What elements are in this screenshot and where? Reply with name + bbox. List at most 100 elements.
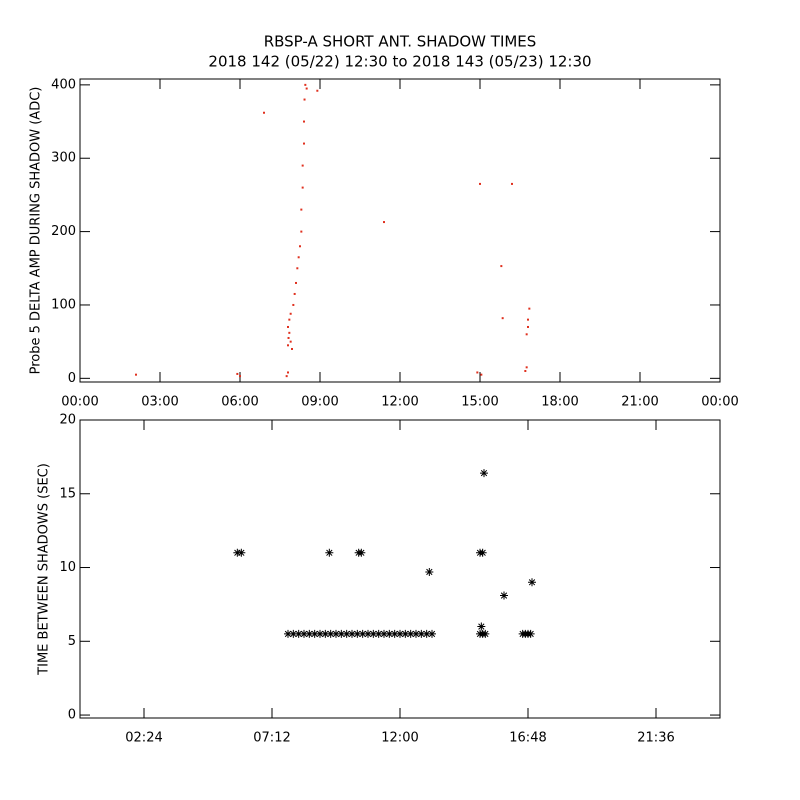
point xyxy=(236,372,239,375)
point xyxy=(289,629,298,638)
point xyxy=(321,629,330,638)
point xyxy=(300,208,303,211)
point xyxy=(135,373,137,376)
x-tick-label: 07:12 xyxy=(253,731,290,746)
point xyxy=(316,89,319,92)
point xyxy=(287,325,289,328)
x-tick-label: 12:00 xyxy=(381,395,418,410)
point xyxy=(422,629,431,638)
point xyxy=(364,629,372,638)
point xyxy=(263,111,265,114)
point xyxy=(237,548,246,557)
point xyxy=(288,331,291,334)
y-tick-label: 300 xyxy=(51,151,76,166)
point xyxy=(301,186,304,189)
y-tick-label: 20 xyxy=(59,413,76,428)
point xyxy=(287,336,290,339)
point xyxy=(390,629,399,638)
y-axis-label: TIME BETWEEN SHADOWS (SEC) xyxy=(37,463,52,676)
chart-subtitle: 2018 142 (05/22) 12:30 to 2018 143 (05/2… xyxy=(208,53,591,71)
y-tick-label: 200 xyxy=(51,224,76,239)
x-tick-label: 00:00 xyxy=(701,395,738,410)
point xyxy=(481,629,490,638)
x-tick-label: 12:00 xyxy=(381,731,418,746)
point xyxy=(299,245,301,248)
point xyxy=(480,469,488,478)
point xyxy=(500,265,503,268)
x-tick-label: 06:00 xyxy=(221,395,258,410)
point xyxy=(406,629,415,638)
point xyxy=(348,629,356,638)
point xyxy=(326,629,335,638)
point xyxy=(527,325,529,328)
point xyxy=(310,629,319,638)
point xyxy=(369,629,378,638)
y-tick-label: 0 xyxy=(68,708,76,723)
chart-title: RBSP-A SHORT ANT. SHADOW TIMES xyxy=(264,33,537,51)
point xyxy=(305,87,308,90)
y-tick-label: 5 xyxy=(68,634,76,649)
point xyxy=(287,344,289,347)
point xyxy=(428,629,436,638)
point xyxy=(288,318,291,321)
point xyxy=(528,578,536,587)
x-tick-label: 15:00 xyxy=(461,395,498,410)
point xyxy=(233,548,242,557)
x-tick-label: 02:24 xyxy=(125,731,162,746)
point xyxy=(477,622,486,631)
point xyxy=(316,629,324,638)
point xyxy=(476,371,479,374)
point xyxy=(293,292,296,295)
y-tick-label: 15 xyxy=(59,486,76,501)
point xyxy=(332,629,340,638)
x-tick-label: 21:00 xyxy=(621,395,658,410)
y-tick-label: 10 xyxy=(59,560,76,575)
point xyxy=(374,629,383,638)
point xyxy=(342,629,351,638)
y-tick-label: 400 xyxy=(51,77,76,92)
point xyxy=(525,366,528,369)
point xyxy=(385,629,394,638)
point xyxy=(511,182,513,185)
point xyxy=(480,373,483,376)
x-tick-label: 03:00 xyxy=(141,395,178,410)
point xyxy=(305,629,314,638)
y-tick-label: 0 xyxy=(68,371,76,386)
point xyxy=(353,629,362,638)
point xyxy=(303,120,305,123)
point xyxy=(337,629,346,638)
point xyxy=(524,369,527,372)
point xyxy=(358,629,367,638)
point xyxy=(528,307,531,310)
point xyxy=(425,567,434,576)
point xyxy=(300,629,308,638)
point xyxy=(291,347,293,350)
point xyxy=(396,629,404,638)
point xyxy=(297,256,300,259)
point xyxy=(525,333,528,336)
point xyxy=(300,230,303,233)
point xyxy=(380,629,388,638)
y-axis-label: Probe 5 DELTA AMP DURING SHADOW (ADC) xyxy=(29,87,44,375)
point xyxy=(478,548,487,557)
x-tick-label: 18:00 xyxy=(541,395,578,410)
point xyxy=(527,318,529,321)
point xyxy=(479,182,481,185)
point xyxy=(285,375,288,378)
point xyxy=(289,340,292,343)
point xyxy=(303,98,306,101)
x-tick-label: 16:48 xyxy=(509,731,546,746)
point xyxy=(301,164,304,167)
point xyxy=(383,221,385,224)
point xyxy=(289,312,292,315)
point xyxy=(303,142,305,145)
point xyxy=(296,267,299,270)
point xyxy=(239,375,241,378)
point xyxy=(526,629,535,638)
y-tick-label: 100 xyxy=(51,297,76,312)
point xyxy=(292,303,295,306)
point xyxy=(284,629,292,638)
plot-frame xyxy=(79,419,721,719)
point xyxy=(295,281,297,284)
